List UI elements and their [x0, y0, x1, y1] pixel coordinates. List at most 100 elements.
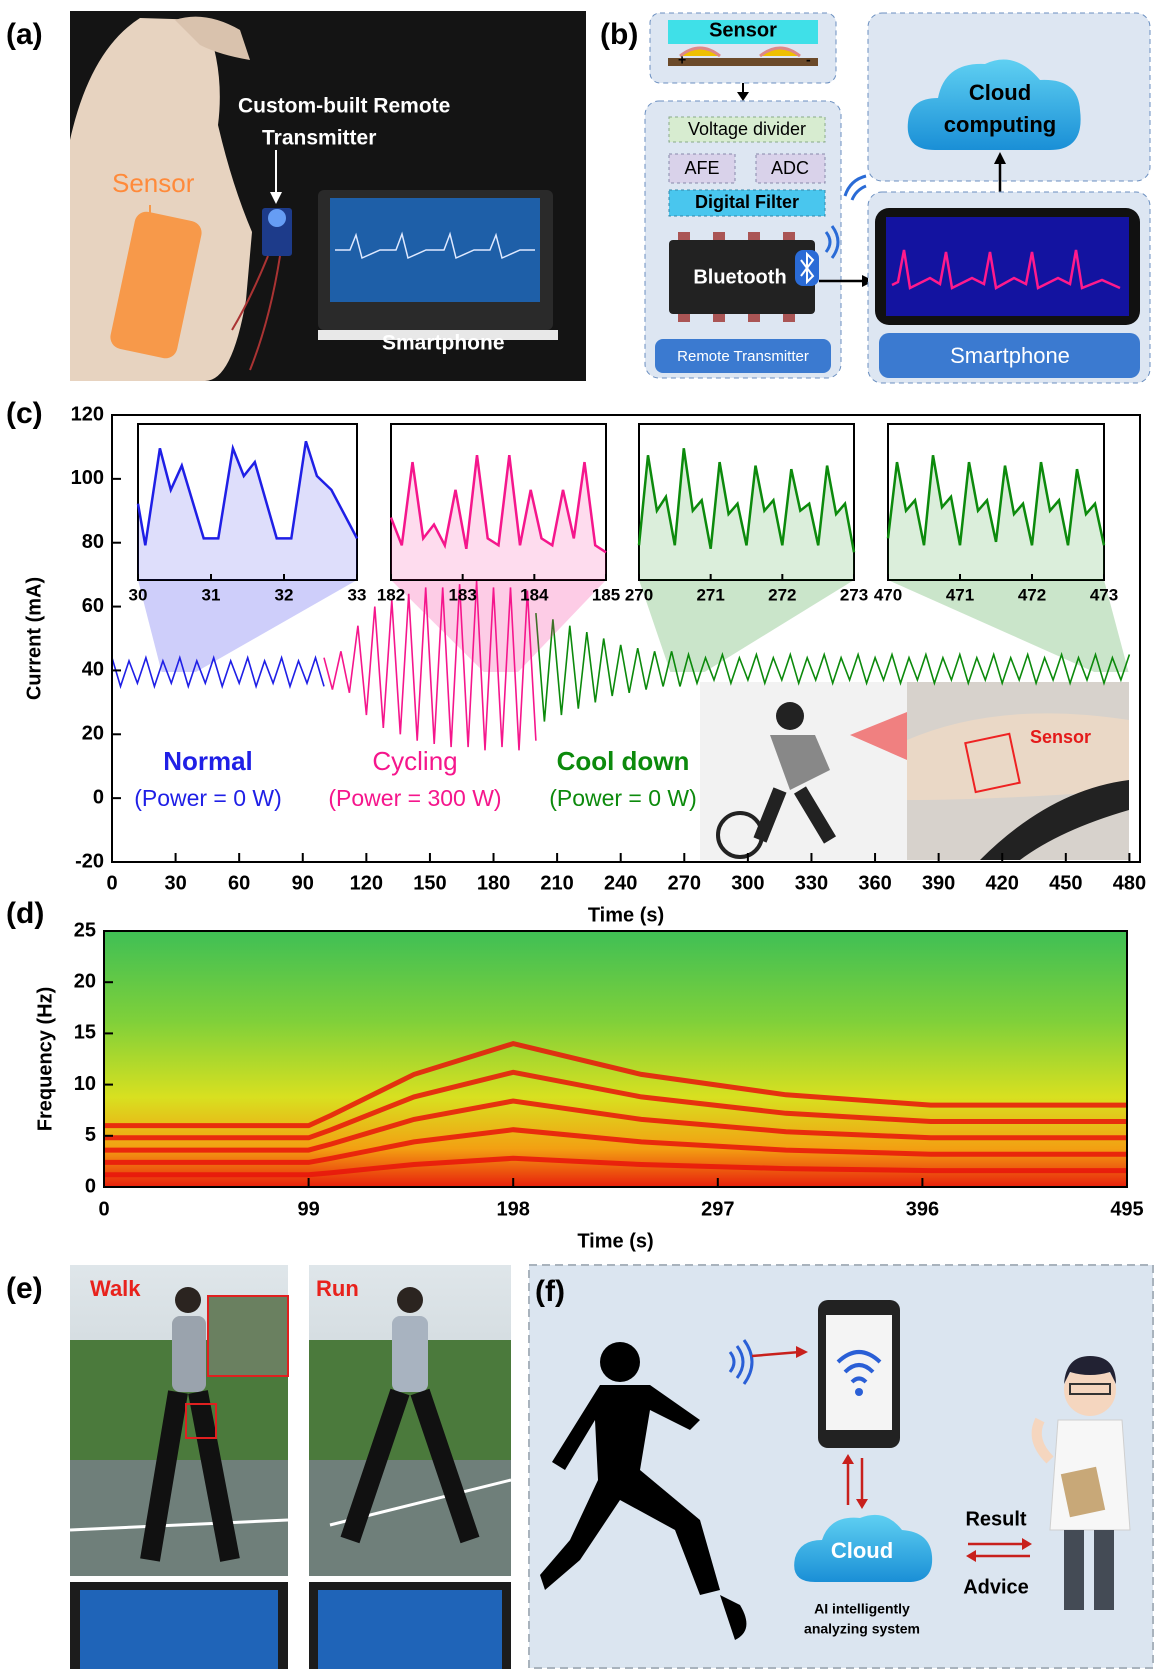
- panel-label: (e): [6, 1272, 43, 1305]
- y-tick-label: 5: [85, 1124, 96, 1146]
- y-tick-label: 60: [82, 595, 104, 617]
- inset-tick-label: 33: [348, 585, 367, 604]
- panel-b: (b) Sensor + - Voltage divider AFE ADC D…: [600, 13, 1150, 383]
- inset-tick-label: 470: [874, 585, 902, 604]
- panel-a: Sensor Custom-built Remote Transmitter S…: [6, 11, 586, 381]
- x-tick-label: 198: [497, 1198, 530, 1220]
- y-tick-label: -20: [75, 850, 104, 872]
- panel-label: (b): [600, 18, 638, 51]
- y-tick-label: 25: [74, 919, 96, 941]
- inset-tick-label: 185: [592, 585, 620, 604]
- y-tick-label: 0: [93, 786, 104, 808]
- x-tick-label: 90: [292, 872, 314, 894]
- x-tick-label: 210: [540, 872, 573, 894]
- transmitter-label: Custom-built Remote: [238, 95, 450, 118]
- panel-f-shape: [600, 1342, 640, 1382]
- legend-label: Cool down: [557, 746, 690, 776]
- adc-label: ADC: [771, 158, 809, 178]
- y-tick-label: 120: [71, 403, 104, 425]
- panel-b-shape: [713, 232, 725, 240]
- afe-label: AFE: [684, 158, 719, 178]
- x-tick-label: 297: [701, 1198, 734, 1220]
- advice-label: Advice: [963, 1576, 1029, 1598]
- y-tick-label: 15: [74, 1022, 96, 1044]
- photo-label: Sensor: [1030, 727, 1091, 747]
- y-tick-label: 80: [82, 531, 104, 553]
- x-tick-label: 390: [922, 872, 955, 894]
- panel-f-shape: [826, 1315, 892, 1430]
- panel-label: (c): [6, 397, 43, 430]
- cloud-label: computing: [944, 112, 1056, 137]
- system-label: AI intelligently: [814, 1601, 910, 1617]
- x-tick-label: 240: [604, 872, 637, 894]
- zoom-funnel: [639, 580, 854, 672]
- panel-e-shape: [318, 1590, 502, 1669]
- x-tick-label: 396: [906, 1198, 939, 1220]
- x-tick-label: 420: [986, 872, 1019, 894]
- inset-tick-label: 272: [768, 585, 796, 604]
- inset-tick-label: 184: [520, 585, 549, 604]
- inset-tick-label: 30: [129, 585, 148, 604]
- panel-f-shape: [855, 1388, 863, 1396]
- inset-tick-label: 183: [448, 585, 476, 604]
- x-tick-label: 450: [1049, 872, 1082, 894]
- result-label: Result: [965, 1508, 1026, 1530]
- legend-note: (Power = 0 W): [134, 785, 282, 811]
- minus-label: -: [806, 52, 811, 68]
- inset-tick-label: 270: [625, 585, 653, 604]
- x-tick-label: 330: [795, 872, 828, 894]
- panel-b-shape: [678, 232, 690, 240]
- x-tick-label: 0: [106, 872, 117, 894]
- x-tick-label: 30: [164, 872, 186, 894]
- bluetooth-label: Bluetooth: [693, 266, 786, 288]
- y-tick-label: 20: [74, 970, 96, 992]
- y-axis-label: Frequency (Hz): [34, 987, 56, 1131]
- x-axis-label: Time (s): [588, 904, 664, 926]
- panel-label: (d): [6, 897, 44, 930]
- inset-tick-label: 271: [696, 585, 724, 604]
- panel-b-shape: [845, 176, 866, 200]
- voltage-divider: Voltage divider: [688, 119, 806, 139]
- panel-e-shape: [392, 1316, 428, 1392]
- plus-label: +: [678, 52, 686, 68]
- inset-tick-label: 31: [202, 585, 221, 604]
- cycling-photo-shape: [776, 702, 804, 730]
- inset-tick-label: 273: [840, 585, 868, 604]
- sensor-label: Sensor: [112, 168, 195, 198]
- y-tick-label: 20: [82, 723, 104, 745]
- y-tick-label: 100: [71, 467, 104, 489]
- walk-label: Walk: [90, 1276, 141, 1301]
- run-label: Run: [316, 1276, 359, 1301]
- y-tick-label: 10: [74, 1073, 96, 1095]
- legend-note: (Power = 0 W): [549, 785, 697, 811]
- x-tick-label: 300: [731, 872, 764, 894]
- x-tick-label: 120: [350, 872, 383, 894]
- panel-label: (a): [6, 18, 43, 51]
- x-tick-label: 99: [297, 1198, 319, 1220]
- panel-e: (e) Walk Run: [6, 1265, 511, 1669]
- panel-label: (f): [535, 1275, 565, 1308]
- panel-b-shape: [668, 58, 818, 66]
- x-tick-label: 495: [1110, 1198, 1143, 1220]
- transmitter-label: Transmitter: [262, 127, 376, 150]
- panel-b-shape: [678, 314, 690, 322]
- legend-note: (Power = 300 W): [328, 785, 501, 811]
- panel-b-shape: [783, 232, 795, 240]
- panel-a-shape: [268, 209, 286, 227]
- smartphone-label: Smartphone: [950, 343, 1070, 368]
- panel-e-shape: [208, 1296, 288, 1376]
- signal-line: [112, 658, 324, 687]
- digital-filter: Digital Filter: [695, 192, 799, 212]
- x-tick-label: 360: [858, 872, 891, 894]
- panel-e-shape: [397, 1287, 423, 1313]
- inset-tick-label: 472: [1018, 585, 1046, 604]
- sensor-label: Sensor: [709, 19, 777, 41]
- cloud-label: Cloud: [969, 80, 1031, 105]
- inset-tick-label: 471: [946, 585, 974, 604]
- panel-b-shape: [783, 314, 795, 322]
- panel-b-shape: [886, 217, 1129, 316]
- remote-transmitter-label: Remote Transmitter: [677, 348, 809, 365]
- panel-e-shape: [70, 1460, 288, 1576]
- x-tick-label: 180: [477, 872, 510, 894]
- y-tick-label: 40: [82, 659, 104, 681]
